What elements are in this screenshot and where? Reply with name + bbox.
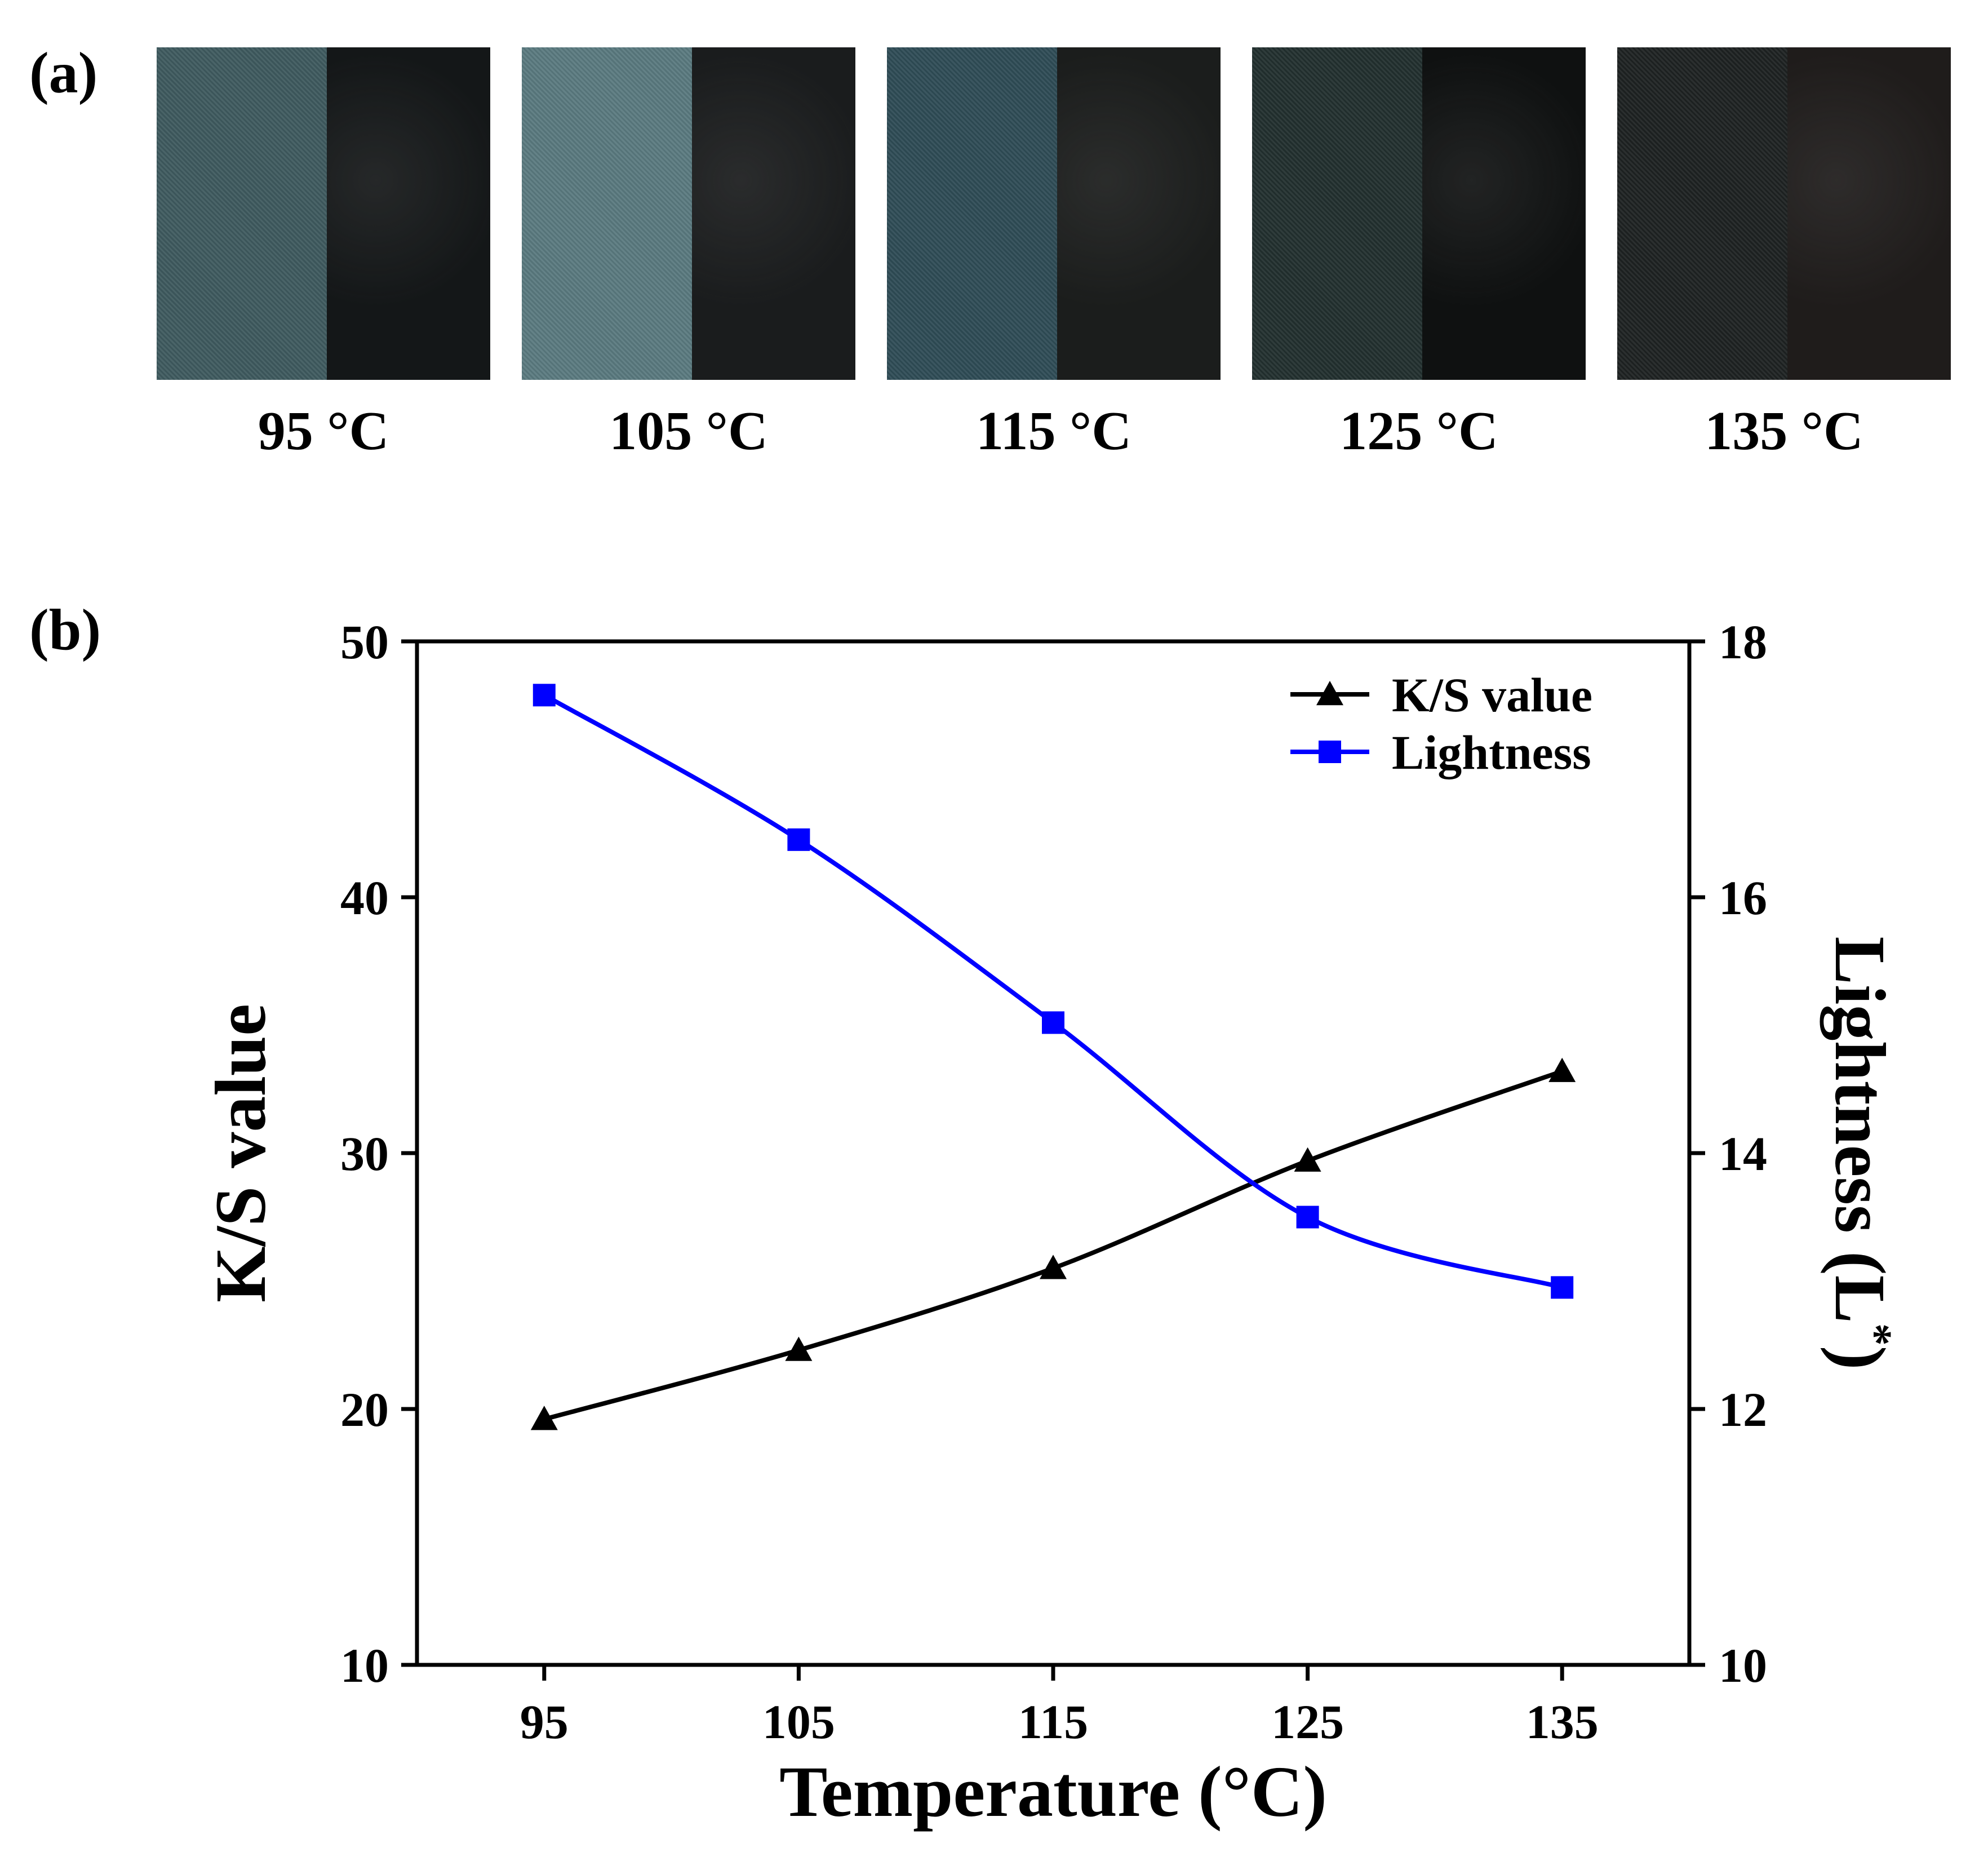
y-left-tick-label: 20 [340,1383,389,1437]
lightness-line [543,693,1563,1290]
fabric-light-half [1617,47,1787,380]
swatch-caption: 95 °C [258,401,389,462]
fabric-dark-half [1422,47,1586,380]
ks-value-point [1040,1255,1067,1279]
lightness-point [1551,1276,1574,1299]
plot-frame [415,639,1692,1667]
chart-axes [401,639,1705,1681]
fabric-dark-half [1787,47,1951,380]
swatch-caption: 105 °C [609,401,768,462]
x-axis-label: Temperature (°C) [779,1752,1327,1832]
legend-lightness-marker [1319,741,1341,763]
fabric-light-half [522,47,692,380]
fabric-swatch-4 [1252,47,1586,380]
y-left-tick-label: 30 [340,1127,389,1181]
y-left-tick-label: 50 [340,615,389,669]
y-left-tick-label: 10 [340,1638,389,1692]
ks-value-point [1294,1147,1321,1172]
fabric-light-half [887,47,1057,380]
ks-value-line [543,1069,1563,1422]
swatch-caption: 135 °C [1705,401,1863,462]
y-left-tick-label: 40 [340,871,389,925]
y-right-tick-label: 16 [1719,871,1767,925]
panel-a-label: (a) [29,41,98,105]
lightness-point [787,828,810,851]
y-right-label-main: Lightness (L [1820,937,1900,1323]
lightness-point [1042,1011,1064,1034]
x-tick-label: 115 [1018,1695,1088,1749]
fabric-swatch-5 [1617,47,1951,380]
chart-axis-labels: 95 105 115 125 135 10 20 30 40 50 10 12 14 16 18 Temper… [201,615,1900,1832]
fabric-swatch-2 [522,47,855,380]
fabric-dark-half [326,47,490,380]
legend-ks-value-label: K/S value [1392,668,1592,722]
y-right-label-end: ) [1820,1346,1900,1370]
legend-ks-value-marker [1316,681,1343,706]
ks-value-point [785,1336,813,1361]
ks-value-point [530,1406,558,1430]
legend-lightness-label: Lightness [1392,725,1591,779]
lightness-point [532,684,556,707]
swatch-caption: 125 °C [1339,401,1498,462]
lightness-point [1296,1206,1319,1229]
y-right-axis-label: Lightness (L*) [1820,937,1900,1370]
ks-value-point [1548,1057,1576,1082]
y-right-tick-label: 18 [1719,615,1767,669]
fabric-dark-half [691,47,855,380]
y-right-tick-label: 14 [1719,1127,1767,1181]
swatch-caption: 115 °C [975,401,1132,462]
y-right-tick-label: 12 [1719,1383,1767,1437]
x-tick-label: 135 [1526,1695,1599,1749]
y-right-label-sup: * [1851,1323,1900,1346]
y-left-axis-label: K/S value [201,1004,281,1302]
fabric-light-half [1252,47,1422,380]
fabric-swatch-3 [887,47,1221,380]
x-tick-label: 95 [520,1695,569,1749]
x-tick-label: 125 [1271,1695,1344,1749]
chart-series [530,684,1576,1430]
y-right-tick-label: 10 [1719,1638,1767,1692]
fabric-light-half [157,47,327,380]
fabric-dark-half [1057,47,1221,380]
x-tick-label: 105 [762,1695,835,1749]
fabric-swatch-1 [157,47,490,380]
panel-b-label: (b) [29,597,101,662]
